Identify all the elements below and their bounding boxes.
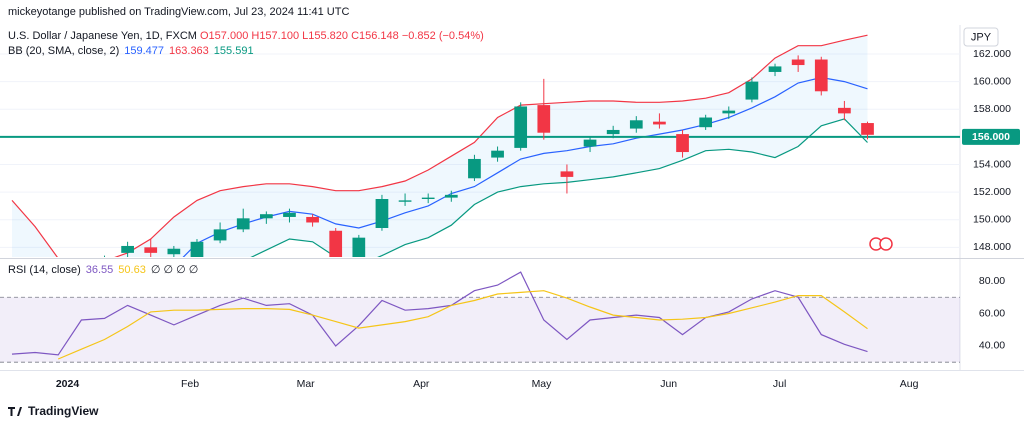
candle-body [791,59,805,66]
candle-body [583,139,597,147]
x-tick-label: May [532,378,553,390]
x-tick-label: Apr [413,378,430,390]
legend-value: RSI (14, close) [8,264,81,276]
x-tick-label: Feb [181,378,199,390]
y-tick-label: 160.000 [973,75,1011,87]
candle-body [560,171,574,177]
candle-body [444,194,458,198]
legend-value: 155.591 [214,45,254,57]
x-tick-label: Aug [900,378,919,390]
bands-legend: BB (20, SMA, close, 2) 159.477 163.363 155.… [8,45,254,57]
candle-body [329,230,343,257]
candle-body [398,200,412,202]
rsi-pane: 40.00 60.00 80.00 2024 Feb Mar Apr May Jun Jul Aug… [0,264,1005,390]
candle-body [375,199,389,228]
legend-value: 159.477 [124,45,164,57]
y-tick-label: 158.000 [973,103,1011,115]
candle-body [722,110,736,114]
line [11,271,868,356]
ohlc-label: O157.000 H157.100 L155.820 C156.148 −0.8… [200,30,484,42]
candle-body [606,129,620,135]
candle-body [468,158,481,179]
brand: TradingView [28,404,99,418]
rsi-band [0,297,960,363]
candle-body [838,107,851,114]
plot-area [0,271,960,363]
candle-body [306,216,319,223]
main-pane: 148.000 150.000 152.000 154.000 156.000 158.0… [0,30,1020,257]
candle-body [259,214,273,219]
line [250,118,868,257]
legend-value: 163.363 [169,45,209,57]
candle-body [421,197,435,199]
candle-body [167,248,181,255]
candle-body [814,59,828,92]
publisher-line: mickeyotange published on TradingView.co… [8,6,349,18]
y-tick-label: 150.000 [973,213,1011,225]
candle-body [514,106,528,148]
candle-body [745,81,759,100]
legend-value: BB (20, SMA, close, 2) [8,45,119,57]
legend-value: 36.55 [86,264,114,276]
y-tick-label: 80.00 [979,275,1005,287]
candle-body [213,229,227,241]
plot-area [0,34,960,257]
candle-body [121,245,134,253]
line [57,290,868,360]
y-tick-label: 162.000 [973,48,1011,60]
y-tick-label: 148.000 [973,241,1011,253]
candle-body [283,212,296,217]
rsi-legend: RSI (14, close) 36.55 50.63 ∅ ∅ ∅ ∅ [8,264,198,276]
y-tick-label: 60.00 [979,307,1005,319]
hline-label: 156.000 [972,131,1010,143]
event-icon[interactable] [879,237,893,251]
symbol-title: U.S. Dollar / Japanese Yen, 1D, FXCM [8,30,197,42]
candle-body [236,218,250,230]
x-tick-label: 2024 [56,378,80,390]
x-tick-label: Mar [297,378,316,390]
candle-body [352,237,366,257]
legend-value: 50.63 [118,264,146,276]
candle-body [676,134,689,153]
hline-label-box [962,128,1020,145]
candle-body [861,123,874,135]
candle-body [491,150,504,158]
candle-body [537,105,551,133]
y-tick-label: 40.00 [979,340,1005,352]
x-tick-label: Jun [660,378,677,390]
candle-body [653,121,666,125]
line [182,76,868,257]
y-tick-label: 152.000 [973,186,1011,198]
candle-body [190,241,204,257]
candle-body [699,117,713,128]
candle-body [144,247,158,253]
x-tick-label: Jul [773,378,786,390]
logo [8,407,22,416]
currency-box[interactable] [963,27,999,47]
legend-value: ∅ ∅ ∅ ∅ [151,264,199,276]
currency[interactable]: JPY [971,31,992,43]
line [11,34,868,257]
candle-body [629,120,643,129]
y-tick-label: 154.000 [973,158,1011,170]
band-fill [12,35,868,257]
candle-body [768,66,782,72]
